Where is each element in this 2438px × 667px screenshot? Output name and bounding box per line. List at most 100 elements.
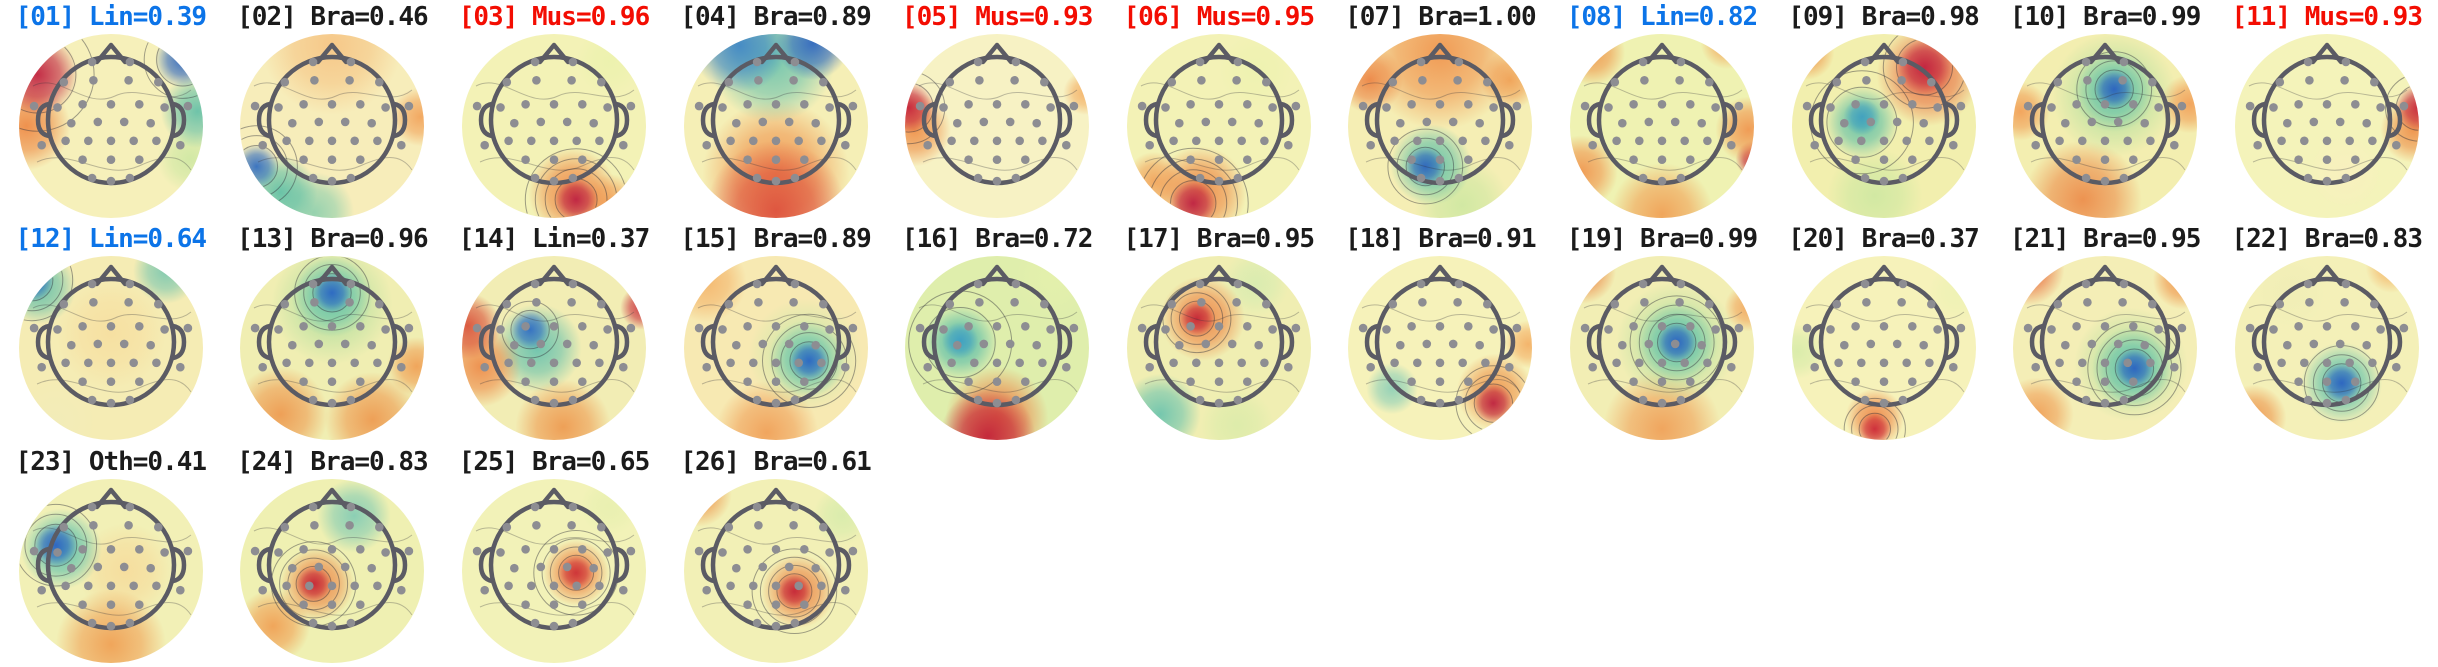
electrode-dot	[589, 118, 598, 128]
electrode-dot	[2399, 324, 2408, 333]
electrode-dot	[1879, 136, 1888, 146]
electrode-dot	[771, 544, 780, 554]
electrode-dot	[771, 136, 780, 146]
electrode-dot	[2148, 300, 2157, 309]
electrode-dot	[83, 136, 93, 146]
electrode-dot	[1261, 77, 1271, 87]
electrode-dot	[2154, 103, 2164, 112]
topomap	[683, 34, 868, 218]
electrode-dot	[1505, 363, 1514, 372]
electrode-dot	[175, 140, 185, 150]
topomap	[683, 478, 868, 663]
electrode-dot	[2129, 155, 2138, 164]
electrode-dot	[947, 136, 957, 146]
electrode-dot	[1174, 341, 1184, 350]
electrode-dot	[810, 341, 820, 350]
electrode-dot	[1237, 358, 1246, 368]
electrode-dot	[1704, 300, 1714, 309]
left-ear-outline	[1808, 324, 1824, 361]
electrode-dot	[589, 563, 598, 573]
electrode-dot	[2294, 155, 2303, 164]
electrode-dot	[1011, 395, 1021, 405]
electrode-dot	[790, 618, 799, 627]
electrode-dot	[1417, 57, 1426, 67]
electrode-dot	[2268, 103, 2278, 112]
electrode-dot	[2345, 358, 2354, 368]
electrode-dot	[953, 118, 962, 128]
electrode-dot	[93, 117, 102, 127]
electrode-dot	[1196, 76, 1206, 85]
electrode-dot	[568, 57, 578, 67]
electrode-dot	[1918, 118, 1928, 128]
electrode-dot	[1948, 363, 1958, 372]
electrode-dot	[345, 76, 355, 85]
electrode-dot	[1901, 136, 1911, 146]
head-overlay	[472, 42, 636, 218]
electrode-dot	[299, 100, 309, 109]
component-label: [01] Lin=0.39	[15, 2, 207, 32]
electrode-dot	[160, 325, 169, 334]
right-ear-outline	[392, 546, 408, 583]
electrode-dot	[1825, 103, 1835, 112]
electrode-dot	[2100, 100, 2110, 109]
electrode-dot	[536, 117, 546, 127]
electrode-dot	[502, 522, 512, 532]
electrode-dot	[1242, 100, 1252, 109]
electrode-dot	[572, 136, 581, 146]
electrode-dot	[1283, 140, 1293, 150]
electrode-dot	[1892, 339, 1902, 349]
electrode-dot	[724, 522, 733, 532]
head-overlay	[1580, 265, 1744, 408]
electrode-dot	[345, 298, 355, 307]
electrode-dot	[78, 155, 87, 164]
electrode-dot	[1697, 118, 1706, 128]
electrode-dot	[2023, 324, 2033, 333]
electrode-dot	[1580, 101, 1590, 111]
component-cell: [12] Lin=0.64	[0, 222, 222, 444]
electrode-dot	[305, 581, 314, 590]
left-ear-outline	[35, 101, 52, 139]
head-overlay	[1359, 265, 1532, 440]
electrode-dot	[742, 155, 752, 164]
electrode-dot	[2335, 339, 2345, 349]
component-label: [25] Bra=0.65	[458, 446, 650, 477]
electrode-dot	[1644, 339, 1654, 349]
electrode-dot	[1833, 136, 1843, 146]
electrode-dot	[1726, 363, 1736, 372]
topomap	[1569, 34, 1754, 218]
left-ear-outline	[1365, 101, 1381, 139]
electrode-dot	[129, 581, 138, 590]
electrode-dot	[530, 618, 540, 627]
topomap	[2234, 34, 2419, 218]
topomap	[240, 256, 425, 441]
electrode-dot	[1145, 363, 1154, 372]
electrode-dot	[2114, 339, 2123, 349]
electrode-dot	[2100, 176, 2110, 186]
electrode-dot	[404, 324, 414, 333]
component-label: [26] Bra=0.61	[680, 446, 871, 477]
electrode-dot	[701, 363, 711, 372]
electrode-dot	[381, 547, 391, 557]
electrode-dot	[61, 581, 70, 590]
electrode-dot	[1697, 341, 1706, 350]
right-ear-outline	[1721, 101, 1738, 139]
electrode-dot	[282, 581, 292, 590]
electrode-dot	[106, 100, 116, 109]
topomap	[1569, 256, 1754, 441]
right-ear-outline	[613, 546, 630, 583]
electrode-dot	[1418, 298, 1428, 307]
electrode-dot	[771, 599, 780, 609]
electrode-dot	[1638, 395, 1648, 405]
electrode-dot	[758, 562, 767, 571]
electrode-dot	[572, 358, 581, 368]
electrode-dot	[915, 101, 925, 111]
electrode-dot	[134, 544, 144, 554]
electrode-dot	[397, 363, 406, 372]
electrode-dot	[2367, 136, 2377, 146]
electrode-dot	[183, 546, 192, 555]
electrode-dot	[717, 547, 727, 557]
electrode-dot	[1006, 339, 1015, 349]
electrode-dot	[328, 100, 337, 109]
electrode-dot	[840, 585, 850, 595]
electrode-dot	[2072, 377, 2082, 387]
